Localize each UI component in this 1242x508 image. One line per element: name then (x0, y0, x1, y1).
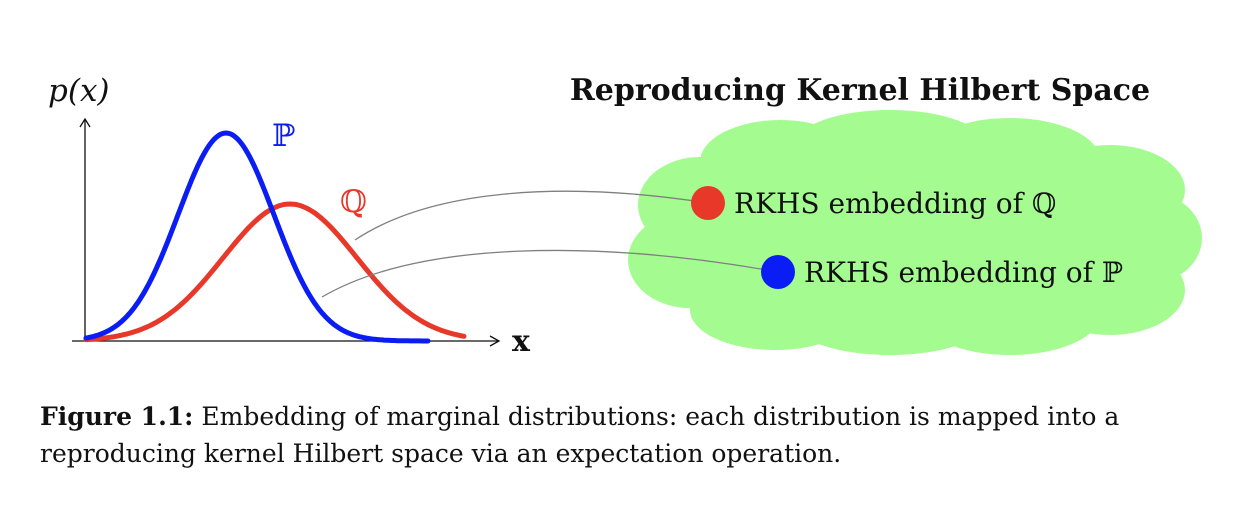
y-axis-label: p(x) (48, 73, 110, 109)
y-axis-arrowhead (79, 117, 91, 128)
caption-label: Figure 1.1: (40, 402, 194, 431)
distribution-q-curve (83, 201, 467, 343)
embedding-p-dot (761, 255, 795, 289)
rkhs-title: Reproducing Kernel Hilbert Space (570, 73, 1150, 108)
embedding-p-label: RKHS embedding of ℙ (804, 256, 1123, 289)
embedding-q-label: RKHS embedding of ℚ (734, 187, 1056, 220)
x-axis-arrowhead (489, 335, 501, 347)
figure-caption: Figure 1.1: Embedding of marginal distri… (40, 398, 1210, 472)
distribution-p-label: ℙ (272, 118, 295, 154)
distribution-q-label: ℚ (340, 184, 367, 220)
connector-p (321, 249, 779, 298)
connector-q (354, 190, 709, 241)
x-axis-label: x (512, 324, 531, 359)
rkhs-cloud (628, 110, 1202, 355)
embedding-q-dot (691, 186, 725, 220)
caption-text: Embedding of marginal distributions: eac… (40, 402, 1120, 468)
distribution-p-curve (83, 130, 431, 344)
